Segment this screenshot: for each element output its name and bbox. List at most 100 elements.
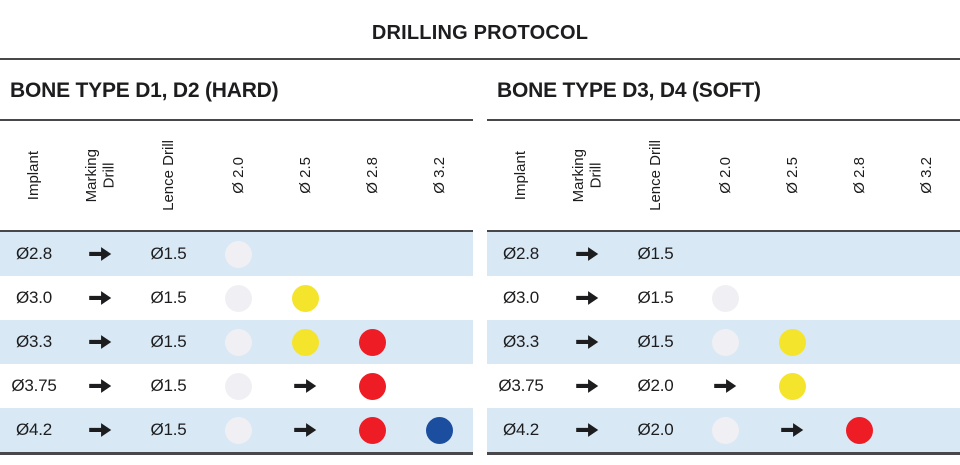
column-header-label: Ø 2.8 <box>363 157 381 194</box>
drill-step-cell <box>893 276 960 320</box>
drill-step-cell <box>826 320 893 364</box>
drill-step-cell <box>205 408 272 452</box>
red-dot <box>359 372 386 400</box>
drill-step-cell <box>272 408 339 452</box>
drill-step-cell <box>826 364 893 408</box>
drill-step-cell <box>272 276 339 320</box>
drill-step-cell <box>759 364 826 408</box>
drill-step-cell <box>692 276 759 320</box>
drill-step-cell <box>339 276 406 320</box>
column-header-2.0: Ø 2.0 <box>205 121 272 230</box>
implant-size-label: Ø3.0 <box>15 288 53 307</box>
arrow-icon <box>575 290 599 306</box>
column-header-label: Ø 2.0 <box>716 157 734 194</box>
marking-drill-cell <box>68 232 132 276</box>
column-header-2.5: Ø 2.5 <box>759 121 826 230</box>
marking-drill-cell <box>68 408 132 452</box>
drill-step-cell <box>406 276 473 320</box>
lence-drill-size-label: Ø1.5 <box>150 244 187 263</box>
table-row: Ø4.2 Ø1.5 <box>0 408 473 452</box>
column-header-label: Lence Drill <box>646 140 664 211</box>
drill-step-cell <box>893 232 960 276</box>
lence-drill-size-label: Ø2.0 <box>637 376 674 395</box>
drill-step-cell <box>272 364 339 408</box>
arrow-icon <box>575 334 599 350</box>
column-header-label: Ø 3.2 <box>917 157 935 194</box>
drill-step-cell <box>339 364 406 408</box>
yellow-dot <box>292 328 319 356</box>
gray-dot <box>225 372 252 400</box>
table-row: Ø3.0 Ø1.5 <box>487 276 960 320</box>
column-header-label: Ø 2.0 <box>229 157 247 194</box>
drill-step-cell <box>406 408 473 452</box>
table-body-soft: Ø2.8 Ø1.5 Ø3.0 Ø1.5 Ø3.3 Ø1.5 Ø3.75 Ø2.0 Ø4.2 Ø2.… <box>487 232 960 455</box>
marking-drill-cell <box>68 320 132 364</box>
arrow-icon <box>575 378 599 394</box>
column-header-label: Lence Drill <box>159 140 177 211</box>
drill-step-cell <box>692 232 759 276</box>
drill-step-cell <box>826 232 893 276</box>
column-header-label: Marking Drill <box>82 148 117 203</box>
gray-dot <box>225 284 252 312</box>
implant-size-label: Ø3.75 <box>11 376 57 395</box>
column-header-implant: Implant <box>487 121 555 230</box>
column-header-lence-drill: Lence Drill <box>619 121 692 230</box>
drill-step-cell <box>205 320 272 364</box>
column-header-label: Ø 3.2 <box>430 157 448 194</box>
column-header-2.8: Ø 2.8 <box>339 121 406 230</box>
drill-step-cell <box>406 232 473 276</box>
implant-size-label: Ø3.3 <box>502 332 540 351</box>
table-row: Ø2.8 Ø1.5 <box>0 232 473 276</box>
column-header-row: Implant Marking Drill Lence Drill Ø 2.0 Ø 2.… <box>0 121 473 232</box>
column-header-2.5: Ø 2.5 <box>272 121 339 230</box>
column-header-implant: Implant <box>0 121 68 230</box>
table-row: Ø3.0 Ø1.5 <box>0 276 473 320</box>
arrow-icon <box>714 378 737 394</box>
lence-drill-size-label: Ø1.5 <box>150 376 187 395</box>
marking-drill-cell <box>555 232 619 276</box>
arrow-icon <box>88 334 112 350</box>
lence-drill-size-label: Ø1.5 <box>637 288 674 307</box>
arrow-icon <box>88 378 112 394</box>
column-header-label: Ø 2.5 <box>783 157 801 194</box>
gray-dot <box>712 328 739 356</box>
page-title: DRILLING PROTOCOL <box>371 21 589 44</box>
implant-size-label: Ø2.8 <box>502 244 540 263</box>
lence-drill-size-label: Ø2.0 <box>637 420 674 439</box>
section-heading-soft: BONE TYPE D3, D4 (SOFT) <box>487 62 960 121</box>
column-header-2.8: Ø 2.8 <box>826 121 893 230</box>
drill-step-cell <box>205 364 272 408</box>
gray-dot <box>225 416 252 444</box>
implant-size-label: Ø4.2 <box>502 420 540 439</box>
column-header-3.2: Ø 3.2 <box>406 121 473 230</box>
red-dot <box>359 328 386 356</box>
lence-drill-size-label: Ø1.5 <box>637 332 674 351</box>
table-bone-type-hard: BONE TYPE D1, D2 (HARD) Implant Marking D… <box>0 62 473 459</box>
drill-step-cell <box>406 320 473 364</box>
column-header-label: Ø 2.5 <box>296 157 314 194</box>
drill-step-cell <box>893 320 960 364</box>
drill-step-cell <box>692 320 759 364</box>
gray-dot <box>225 240 252 268</box>
marking-drill-cell <box>555 408 619 452</box>
gray-dot <box>712 284 739 312</box>
arrow-icon <box>88 422 112 438</box>
drill-step-cell <box>759 408 826 452</box>
gray-dot <box>225 328 252 356</box>
marking-drill-cell <box>68 276 132 320</box>
drill-step-cell <box>692 364 759 408</box>
drill-step-cell <box>339 232 406 276</box>
table-row: Ø2.8 Ø1.5 <box>487 232 960 276</box>
drill-step-cell <box>759 276 826 320</box>
arrow-icon <box>294 422 317 438</box>
implant-size-label: Ø4.2 <box>15 420 53 439</box>
implant-size-label: Ø3.75 <box>498 376 544 395</box>
table-row: Ø3.3 Ø1.5 <box>487 320 960 364</box>
arrow-icon <box>781 422 804 438</box>
column-header-label: Marking Drill <box>569 148 604 203</box>
marking-drill-cell <box>68 364 132 408</box>
arrow-icon <box>575 246 599 262</box>
drill-step-cell <box>272 232 339 276</box>
arrow-icon <box>294 378 317 394</box>
